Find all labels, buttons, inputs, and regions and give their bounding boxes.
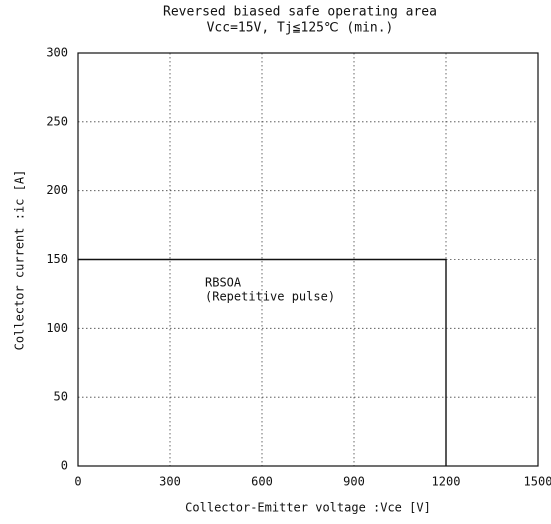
y-tick-label: 250	[46, 114, 68, 128]
y-tick-label: 300	[46, 46, 68, 60]
y-tick-label: 100	[46, 321, 68, 335]
y-tick-label: 50	[54, 390, 68, 404]
y-tick-label: 150	[46, 252, 68, 266]
y-tick-label: 200	[46, 183, 68, 197]
y-axis-label: Collector current :ic [A]	[13, 170, 27, 351]
x-tick-label: 600	[251, 475, 273, 489]
annotation: RBSOA	[205, 276, 242, 290]
chart-title: Reversed biased safe operating area	[163, 5, 437, 20]
chart-subtitle: Vcc=15V, Tj≦125℃ (min.)	[207, 21, 394, 36]
y-tick-label: 0	[61, 459, 68, 473]
x-tick-label: 300	[159, 475, 181, 489]
annotation: (Repetitive pulse)	[205, 290, 335, 304]
x-tick-label: 0	[74, 475, 81, 489]
x-tick-label: 1200	[432, 475, 461, 489]
data-line	[78, 258, 447, 466]
x-tick-label: 1500	[524, 475, 551, 489]
x-axis-label: Collector-Emitter voltage :Vce [V]	[185, 501, 431, 515]
x-tick-label: 900	[343, 475, 365, 489]
